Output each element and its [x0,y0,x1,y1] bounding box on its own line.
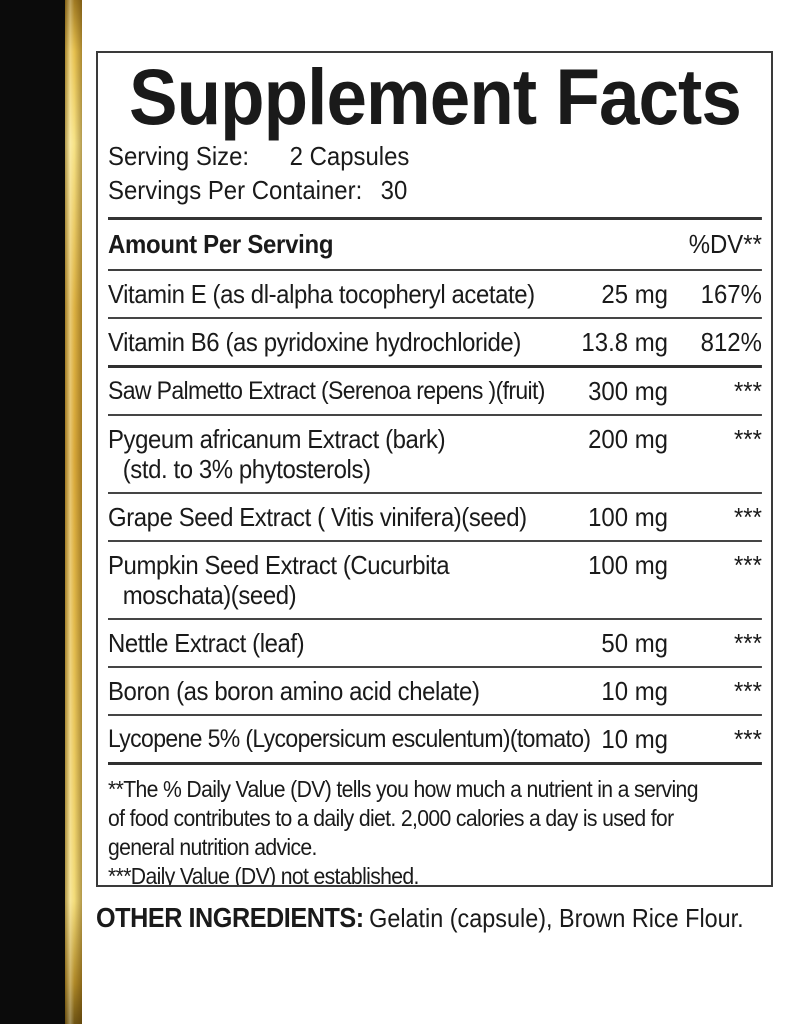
ingredient-name-line1: Pygeum africanum Extract (bark) [108,424,446,454]
ingredient-name: Vitamin E (as dl-alpha tocopheryl acetat… [108,279,535,309]
ingredient-name: Saw Palmetto Extract (Serenoa repens )(f… [108,377,545,405]
ingredient-amount: 13.8 mg [581,327,668,357]
ingredient-dv: *** [733,628,762,658]
ingredient-dv: *** [733,424,762,454]
serving-size-line: Serving Size: 2 Capsules [108,139,762,173]
ingredient-name: Vitamin B6 (as pyridoxine hydrochloride) [108,327,521,357]
table-row-vitamin-e: Vitamin E (as dl-alpha tocopheryl acetat… [108,271,762,319]
dv-header: %DV** [688,229,762,259]
ingredient-dv: 812% [700,327,762,357]
footnote-line: of food contributes to a daily diet. 2,0… [108,805,674,831]
ingredient-dv: *** [733,550,762,580]
footnote: **The % Daily Value (DV) tells you how m… [108,775,762,887]
supplement-facts-panel: Supplement Facts Serving Size: 2 Capsules… [96,51,773,887]
footnote-line: **The % Daily Value (DV) tells you how m… [108,776,698,802]
ingredient-amount: 25 mg [601,279,668,309]
ingredient-amount: 200 mg [588,424,668,454]
ingredient-dv: 167% [700,279,762,309]
ingredient-dv: *** [733,676,762,706]
footnote-line: general nutrition advice. [108,834,317,860]
ingredient-amount: 10 mg [601,676,668,706]
ingredient-amount: 50 mg [601,628,668,658]
ingredient-name-line2: moschata)(seed) [122,580,297,610]
other-ingredients-line: OTHER INGREDIENTS: Gelatin (capsule), Bro… [96,902,780,934]
ingredient-dv: *** [733,502,762,532]
table-row-lycopene: Lycopene 5% (Lycopersicum esculentum)(to… [108,716,762,765]
table-row-nettle: Nettle Extract (leaf) 50 mg *** [108,620,762,668]
ingredient-name: Nettle Extract (leaf) [108,628,305,658]
servings-per-container-line: Servings Per Container: 30 [108,173,762,207]
ingredient-name-line2: (std. to 3% phytosterols) [122,454,371,484]
table-row-pygeum: Pygeum africanum Extract (bark) (std. to… [108,416,762,494]
servings-per-container-value: 30 [380,175,408,205]
panel-content: Supplement Facts Serving Size: 2 Capsules… [108,52,762,887]
other-ingredients-value: Gelatin (capsule), Brown Rice Flour. [369,903,744,933]
amount-per-serving-header: Amount Per Serving [108,229,334,259]
table-row-saw-palmetto: Saw Palmetto Extract (Serenoa repens )(f… [108,368,762,416]
other-ingredients-label: OTHER INGREDIENTS: [96,902,364,933]
ingredient-name: Boron (as boron amino acid chelate) [108,676,480,706]
serving-size-value: 2 Capsules [289,141,410,171]
serving-size-label: Serving Size: [108,141,250,171]
ingredient-amount: 300 mg [588,376,668,406]
table-row-grape-seed: Grape Seed Extract ( Vitis vinifera)(see… [108,494,762,542]
ingredient-dv: *** [733,376,762,406]
table-row-pumpkin-seed: Pumpkin Seed Extract (Cucurbita moschata… [108,542,762,620]
ingredient-name: Grape Seed Extract ( Vitis vinifera)(see… [108,502,527,532]
ingredient-dv: *** [733,724,762,754]
footnote-line: ***Daily Value (DV) not established. [108,863,419,887]
ingredient-name: Pygeum africanum Extract (bark) (std. to… [108,424,446,484]
panel-title: Supplement Facts [128,52,742,141]
servings-per-container-label: Servings Per Container: [108,175,363,205]
ingredient-amount: 100 mg [588,550,668,580]
gold-accent-stripe [65,0,82,1024]
ingredient-name: Pumpkin Seed Extract (Cucurbita moschata… [108,550,450,610]
ingredient-amount: 100 mg [588,502,668,532]
table-header: Amount Per Serving %DV** [108,220,762,271]
ingredient-name: Lycopene 5% (Lycopersicum esculentum)(to… [108,725,591,753]
table-row-vitamin-b6: Vitamin B6 (as pyridoxine hydrochloride)… [108,319,762,368]
table-row-boron: Boron (as boron amino acid chelate) 10 m… [108,668,762,716]
ingredient-name-line1: Pumpkin Seed Extract (Cucurbita [108,550,450,580]
ingredient-amount: 10 mg [601,724,668,754]
serving-info: Serving Size: 2 Capsules Servings Per Con… [108,139,762,220]
left-black-bar [0,0,65,1024]
